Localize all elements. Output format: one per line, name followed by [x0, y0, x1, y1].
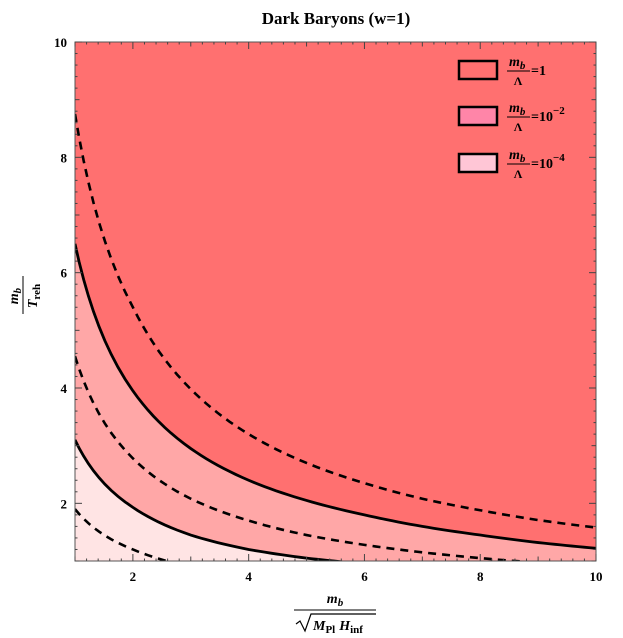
- legend-numerator: mb: [509, 101, 526, 118]
- svg-text:Treh: Treh: [26, 284, 43, 308]
- legend-numerator: mb: [509, 55, 526, 72]
- chart-title: Dark Baryons (w=1): [262, 9, 411, 28]
- legend-swatch: [457, 59, 499, 81]
- y-tick-label: 6: [61, 266, 68, 281]
- plot-area: [75, 42, 596, 561]
- series-curve-3-dashed: [75, 355, 533, 561]
- svg-text:mb: mb: [7, 287, 24, 304]
- series-curve-5-dashed: [75, 508, 172, 561]
- legend-denominator: Λ: [514, 120, 523, 134]
- legend-swatch: [457, 152, 499, 174]
- region-middle: [75, 243, 596, 561]
- legend-value: =1: [531, 64, 546, 79]
- y-tick-label: 4: [61, 381, 68, 396]
- y-axis: 2 4 6 8 10: [54, 35, 596, 562]
- legend-denominator: Λ: [514, 167, 523, 181]
- x-axis-label: mb MPl Hinf: [294, 592, 376, 636]
- svg-text:mb: mb: [327, 592, 344, 609]
- legend-swatch: [457, 105, 499, 127]
- legend-numerator: mb: [509, 148, 526, 165]
- legend-entry-2: mb Λ =10−2: [457, 101, 565, 134]
- legend-value: =10−4: [531, 152, 565, 172]
- y-tick-label: 8: [61, 150, 68, 165]
- series-curve-4-solid: [75, 439, 349, 561]
- series-curve-1-solid: [75, 243, 596, 550]
- x-tick-label: 4: [245, 569, 252, 584]
- region-bottom: [75, 439, 334, 561]
- y-axis-label: mb Treh: [7, 276, 43, 314]
- legend-entry-3: mb Λ =10−4: [457, 148, 565, 181]
- x-tick-label: 8: [477, 569, 484, 584]
- y-tick-label: 10: [54, 35, 67, 50]
- x-tick-label: 10: [590, 569, 603, 584]
- legend-entry-1: mb Λ =1: [457, 55, 546, 88]
- plot-frame: [74, 41, 597, 562]
- x-axis: 2 4 6 8 10: [74, 42, 603, 584]
- legend-value: =10−2: [531, 105, 565, 125]
- legend: mb Λ =1 mb Λ =10−2 mb Λ =10−4: [457, 55, 565, 181]
- x-tick-label: 6: [361, 569, 368, 584]
- y-tick-label: 2: [61, 496, 68, 511]
- x-tick-label: 2: [130, 569, 137, 584]
- curves: [75, 113, 596, 561]
- series-curve-2-dashed: [75, 113, 596, 529]
- legend-denominator: Λ: [514, 74, 523, 88]
